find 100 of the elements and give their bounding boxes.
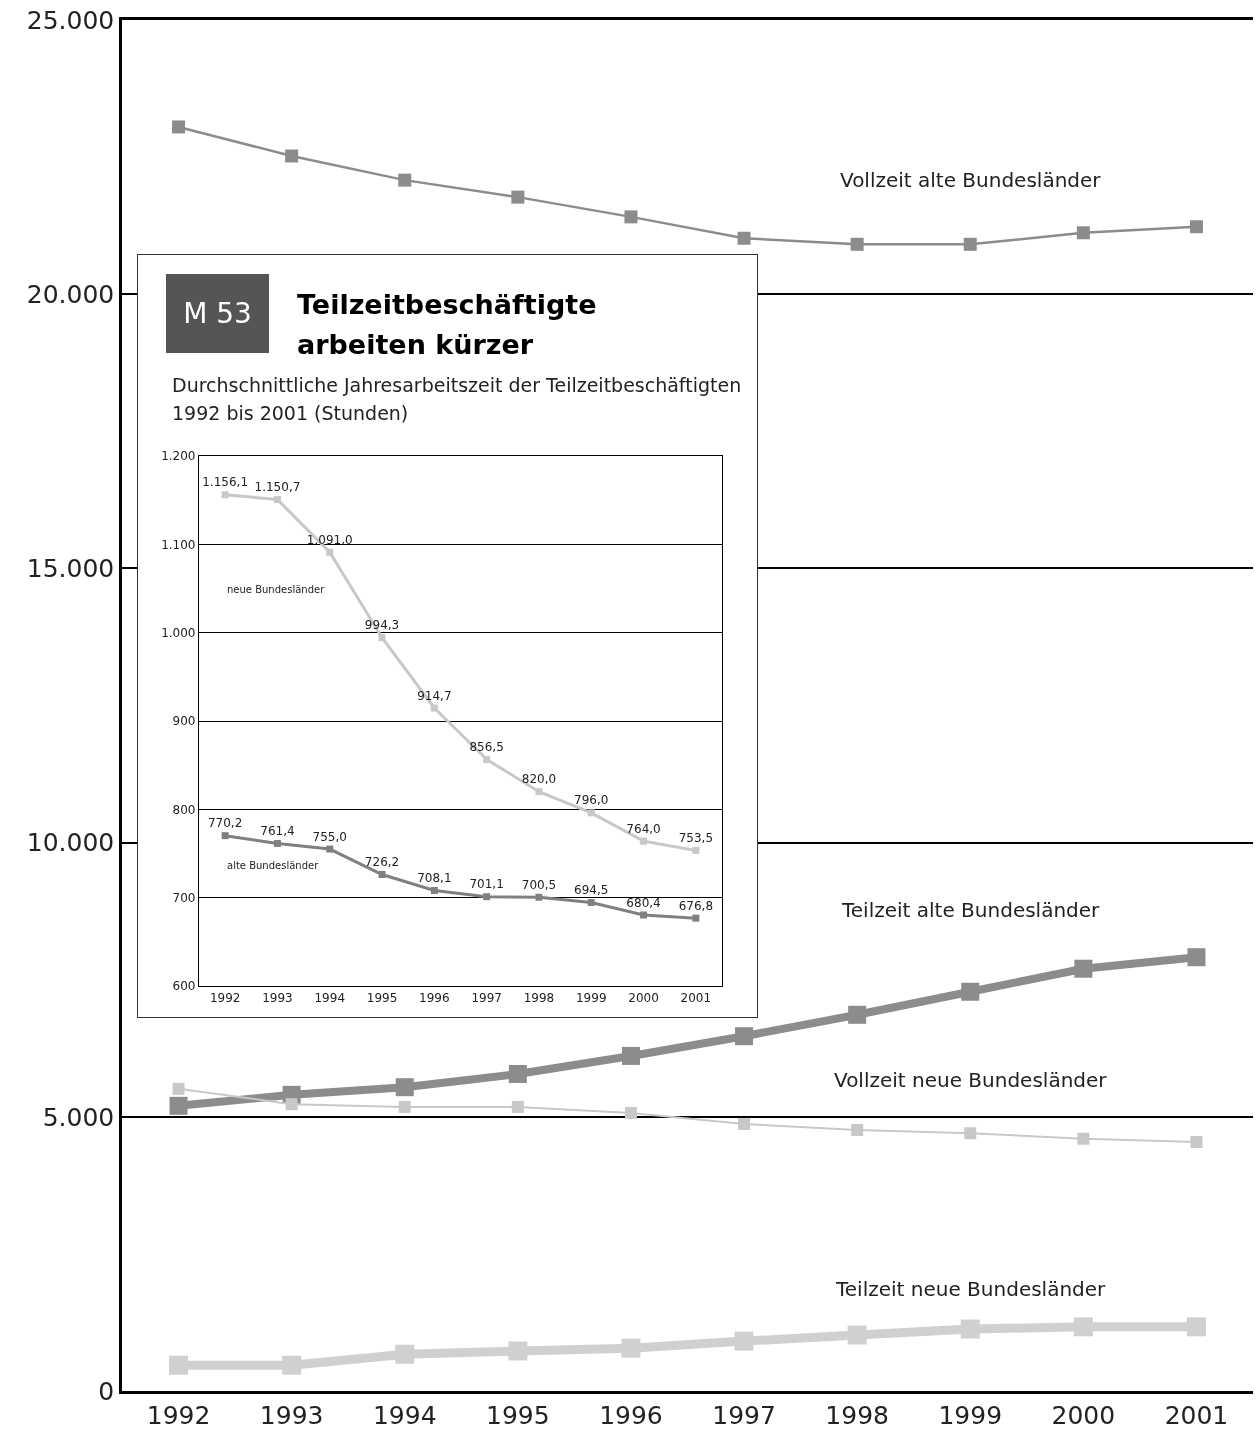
point bbox=[738, 1117, 751, 1130]
y-tick-label: 25.000 bbox=[26, 5, 115, 35]
point bbox=[960, 1319, 980, 1339]
point bbox=[398, 173, 412, 187]
point bbox=[640, 837, 648, 845]
point bbox=[398, 1100, 411, 1113]
point bbox=[624, 1106, 637, 1119]
data-label: 753,5 bbox=[678, 831, 714, 846]
data-label: 856,5 bbox=[469, 740, 504, 755]
x-tick-label: 1996 bbox=[419, 990, 450, 1005]
x-tick-label: 1999 bbox=[938, 1400, 1003, 1430]
point bbox=[535, 893, 543, 901]
point bbox=[285, 149, 299, 163]
data-label: 764,0 bbox=[626, 821, 661, 836]
x-tick-label: 1995 bbox=[366, 990, 398, 1005]
x-tick-label: 1998 bbox=[825, 1400, 889, 1430]
point bbox=[378, 871, 386, 879]
data-label: 1.150,7 bbox=[254, 480, 301, 495]
chart-title: Teilzeitbeschäftigte arbeiten kürzer bbox=[297, 288, 598, 362]
series-label: Teilzeit alte Bundesländer bbox=[841, 898, 1101, 922]
series-label: Vollzeit neue Bundesländer bbox=[834, 1068, 1108, 1092]
y-tick-label: 800 bbox=[172, 802, 196, 817]
point bbox=[587, 809, 595, 817]
point bbox=[1074, 959, 1093, 978]
text: neue Bundesländer bbox=[227, 584, 326, 595]
x-tick-label: 2000 bbox=[628, 990, 659, 1005]
data-label: 708,1 bbox=[417, 871, 452, 886]
x-tick-label: 1999 bbox=[575, 990, 607, 1005]
y-tick-label: 20.000 bbox=[26, 279, 115, 309]
point bbox=[1073, 1317, 1093, 1337]
data-label: 796,0 bbox=[574, 793, 609, 808]
point bbox=[1186, 1317, 1206, 1337]
point bbox=[483, 755, 491, 763]
point bbox=[511, 1100, 524, 1113]
y-tick-label: 1.200 bbox=[161, 449, 196, 464]
x-tick-label: 2000 bbox=[1051, 1400, 1116, 1430]
y-tick-label: 5.000 bbox=[42, 1102, 115, 1132]
point bbox=[172, 120, 186, 134]
data-label: 701,1 bbox=[469, 877, 504, 892]
point bbox=[273, 496, 281, 504]
point bbox=[1187, 948, 1206, 967]
data-label: 1.156,1 bbox=[202, 475, 249, 490]
data-label: 755,0 bbox=[312, 829, 347, 844]
y-tick-label: 1.000 bbox=[161, 625, 196, 640]
point bbox=[851, 1123, 864, 1136]
point bbox=[430, 887, 438, 895]
point bbox=[169, 1355, 189, 1375]
x-tick-label: 1997 bbox=[471, 990, 502, 1005]
x-tick-label: 1994 bbox=[372, 1400, 437, 1430]
point bbox=[1077, 1132, 1090, 1145]
point bbox=[1076, 226, 1090, 240]
point bbox=[737, 231, 751, 245]
point bbox=[430, 704, 438, 712]
x-tick-label: 1998 bbox=[523, 990, 555, 1005]
data-label: 676,8 bbox=[678, 898, 714, 913]
y-tick-label: 1.100 bbox=[161, 537, 196, 552]
point bbox=[169, 1096, 188, 1115]
y-tick-label: 0 bbox=[98, 1376, 115, 1406]
series-label: Vollzeit alte Bundesländer bbox=[840, 168, 1102, 192]
point bbox=[621, 1338, 641, 1358]
data-label: 914,7 bbox=[417, 688, 452, 703]
point bbox=[624, 210, 638, 224]
point bbox=[508, 1065, 527, 1084]
x-tick-label: 1997 bbox=[712, 1400, 776, 1430]
point bbox=[483, 893, 491, 901]
x-tick-label: 1992 bbox=[209, 990, 241, 1005]
point bbox=[850, 237, 864, 251]
x-tick-label: 1994 bbox=[314, 990, 346, 1005]
point bbox=[221, 832, 229, 840]
point bbox=[395, 1078, 414, 1097]
x-tick-label: 1993 bbox=[259, 1400, 324, 1430]
point bbox=[734, 1331, 754, 1351]
data-label: 700,5 bbox=[521, 877, 557, 892]
data-label: 761,4 bbox=[260, 824, 295, 839]
point bbox=[326, 845, 334, 853]
point bbox=[508, 1341, 528, 1361]
y-tick-label: 10.000 bbox=[26, 828, 115, 858]
x-tick-label: 1992 bbox=[146, 1400, 211, 1430]
y-tick-label: 900 bbox=[172, 714, 196, 729]
point bbox=[692, 846, 700, 854]
data-label: 994,3 bbox=[364, 618, 400, 633]
point bbox=[326, 548, 334, 556]
point bbox=[961, 982, 980, 1001]
x-tick-label: 1995 bbox=[486, 1400, 550, 1430]
point bbox=[963, 237, 977, 251]
data-label: 694,5 bbox=[574, 883, 609, 898]
point bbox=[692, 914, 700, 922]
point bbox=[511, 190, 525, 204]
point bbox=[1189, 220, 1203, 234]
point bbox=[535, 788, 543, 796]
x-tick-label: 2001 bbox=[1164, 1400, 1229, 1430]
point bbox=[395, 1344, 415, 1364]
data-label: 680,4 bbox=[626, 895, 661, 910]
series-label: Teilzeit neue Bundesländer bbox=[835, 1277, 1107, 1301]
point bbox=[640, 911, 648, 919]
point bbox=[621, 1046, 640, 1065]
data-label: 820,0 bbox=[521, 772, 557, 787]
y-tick-label: 15.000 bbox=[26, 554, 115, 584]
point bbox=[285, 1098, 298, 1111]
x-tick-label: 1996 bbox=[599, 1400, 663, 1430]
